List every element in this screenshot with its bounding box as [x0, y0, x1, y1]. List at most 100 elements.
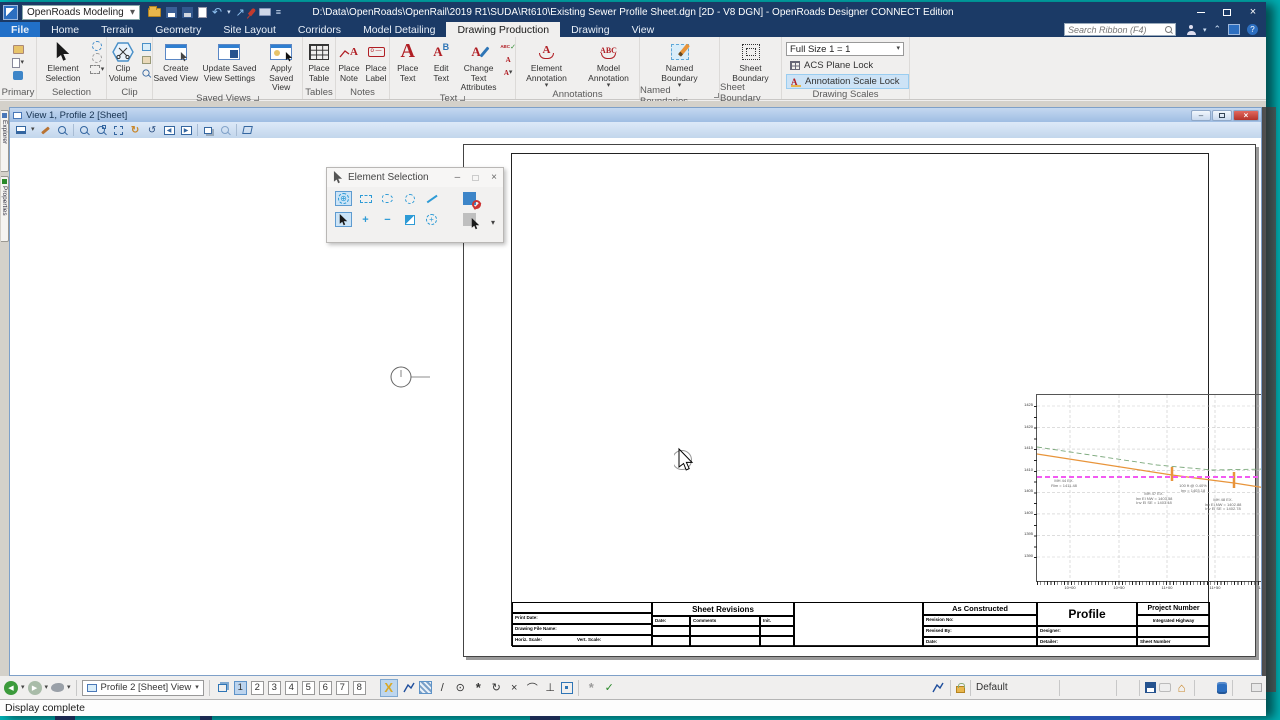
new-selection-icon[interactable]	[335, 212, 352, 227]
text-more-icon[interactable]: A ▾	[503, 68, 513, 77]
keypoint-snap-icon[interactable]	[418, 681, 432, 694]
forward-dropdown-icon[interactable]: ▾	[44, 683, 49, 691]
place-label-button[interactable]: o — Place Label	[363, 39, 389, 83]
explorer-icon[interactable]	[12, 44, 24, 55]
create-saved-view-button[interactable]: Create Saved View	[153, 39, 199, 83]
dialog-expand-icon[interactable]: ▾	[490, 218, 495, 227]
model-annotation-dropdown-icon[interactable]: ▾	[606, 82, 611, 89]
spell-check-icon[interactable]: ABC ✓	[500, 43, 516, 51]
clip-volume-button[interactable]: Clip Volume	[107, 39, 139, 83]
view-number-3[interactable]: 3	[267, 680, 281, 695]
named-boundaries-launcher-icon[interactable]	[714, 93, 719, 98]
place-note-button[interactable]: A Place Note	[336, 39, 362, 83]
element-annotation-button[interactable]: A Element Annotation ▾	[521, 39, 573, 90]
tangent-snap-icon[interactable]: ⌒	[526, 682, 538, 695]
view-number-2[interactable]: 2	[250, 680, 264, 695]
view-number-4[interactable]: 4	[284, 680, 298, 695]
window-area-icon[interactable]	[95, 124, 108, 137]
markup-tool-icon[interactable]	[51, 683, 65, 692]
view-group-selector[interactable]: Profile 2 [Sheet] View ▾	[81, 679, 204, 696]
text-style-icon[interactable]: A	[505, 55, 511, 64]
perpendicular-snap-icon[interactable]: ⊥	[545, 682, 556, 694]
user-dropdown-icon[interactable]: ▾	[1202, 26, 1207, 34]
maximize-window-icon[interactable]	[1214, 2, 1240, 22]
view-restore-icon[interactable]	[1212, 109, 1232, 121]
selection-mode-circle-icon[interactable]	[92, 41, 102, 51]
intersection-snap-icon[interactable]: ×	[511, 681, 518, 694]
close-window-icon[interactable]: ×	[1249, 6, 1257, 18]
element-selection-button[interactable]: Element Selection	[38, 39, 88, 83]
dialog-minimize-icon[interactable]: –	[454, 172, 461, 183]
acs-plane-lock-toggle[interactable]: ACS Plane Lock	[786, 59, 909, 72]
view-minimize-icon[interactable]: –	[1191, 109, 1211, 121]
home-icon[interactable]: ⌂	[1177, 680, 1186, 695]
element-annotation-dropdown-icon[interactable]: ▾	[544, 82, 549, 89]
back-dropdown-icon[interactable]: ▾	[21, 683, 25, 691]
place-text-button[interactable]: A Place Text	[397, 40, 419, 83]
view-previous-icon[interactable]: ◀	[163, 124, 176, 137]
center-snap-icon[interactable]: ⊙	[455, 682, 465, 694]
invert-selection-icon[interactable]	[401, 212, 418, 227]
tab-home[interactable]: Home	[51, 23, 80, 36]
undo-icon[interactable]: ↶	[212, 5, 223, 19]
rotate-view-icon[interactable]: ↻	[130, 124, 140, 136]
dialog-status-icon[interactable]	[1251, 683, 1262, 692]
view-number-8[interactable]: 8	[352, 680, 366, 695]
overlap-mode-icon[interactable]	[463, 192, 481, 209]
view-number-5[interactable]: 5	[301, 680, 315, 695]
connect-advisor-icon[interactable]	[1228, 24, 1240, 35]
forward-navigation-icon[interactable]: ▶	[27, 680, 42, 695]
select-circle-icon[interactable]	[401, 191, 418, 206]
deselect-mode-icon[interactable]	[463, 213, 480, 230]
dock-tab-properties[interactable]: Properties	[1, 176, 9, 242]
search-icon[interactable]	[1165, 26, 1172, 33]
tab-terrain[interactable]: Terrain	[101, 23, 134, 36]
view-number-1[interactable]: 1	[233, 680, 247, 695]
models-icon[interactable]	[12, 70, 24, 81]
tab-drawing-production[interactable]: Drawing Production	[446, 22, 561, 37]
attach-tools-icon[interactable]: ▾	[12, 57, 24, 68]
copy-view-icon[interactable]	[202, 124, 215, 137]
tab-view[interactable]: View	[631, 23, 655, 36]
named-boundary-button[interactable]: Named Boundary ▾	[648, 39, 712, 89]
place-table-button[interactable]: Place Table	[303, 39, 335, 83]
redo-icon[interactable]: ↗	[235, 6, 245, 19]
clip-forward-icon[interactable]	[140, 54, 152, 65]
survey-marker-symbol[interactable]	[389, 364, 433, 392]
view-display-style-icon[interactable]	[39, 124, 52, 137]
zoom-in-icon[interactable]	[56, 124, 69, 137]
minimize-window-icon[interactable]	[1188, 2, 1214, 22]
dialog-titlebar[interactable]: Element Selection – ×	[327, 168, 503, 187]
workflow-selector[interactable]: OpenRoads Modeling ▾	[22, 4, 140, 20]
dock-tab-explorer[interactable]: Explorer	[1, 110, 9, 172]
selection-mode-overlap-icon[interactable]	[92, 53, 102, 63]
change-text-attributes-button[interactable]: A Change Text Attributes	[457, 39, 500, 93]
multisnap-icon[interactable]: *	[588, 680, 594, 695]
tab-file[interactable]: File	[0, 22, 41, 37]
drawing-scale-selector[interactable]: Full Size 1 = 1 ▾	[786, 42, 904, 56]
qat-customize-icon[interactable]: ≡	[275, 7, 282, 17]
select-all-icon[interactable]: +	[423, 212, 440, 227]
fit-view-icon[interactable]	[112, 124, 125, 137]
select-line-icon[interactable]	[423, 191, 440, 206]
tab-corridors[interactable]: Corridors	[297, 23, 342, 36]
view-number-6[interactable]: 6	[318, 680, 332, 695]
view-attributes-icon[interactable]	[14, 124, 27, 137]
model-annotation-button[interactable]: ABC Model Annotation ▾	[583, 39, 635, 90]
tab-drawing[interactable]: Drawing	[571, 23, 610, 36]
user-account-icon[interactable]	[1186, 24, 1196, 35]
view-attributes-dropdown-icon[interactable]: ▾	[31, 126, 35, 133]
pan-view-icon[interactable]: ↺	[147, 124, 157, 136]
clear-emphasis-icon[interactable]	[219, 124, 232, 137]
markup-dropdown-icon[interactable]: ▾	[67, 683, 71, 691]
running-coordinates-icon[interactable]	[930, 680, 945, 695]
file-changed-icon[interactable]	[1145, 682, 1156, 693]
view-next-icon[interactable]: ▶	[180, 124, 193, 137]
add-selection-icon[interactable]: +	[362, 213, 369, 226]
dialog-restore-icon[interactable]	[472, 174, 480, 181]
selection-mode-box-icon[interactable]	[89, 65, 100, 74]
database-connection-icon[interactable]	[1217, 681, 1227, 694]
zoom-out-icon[interactable]	[78, 124, 91, 137]
view-close-icon[interactable]: ×	[1233, 109, 1259, 121]
